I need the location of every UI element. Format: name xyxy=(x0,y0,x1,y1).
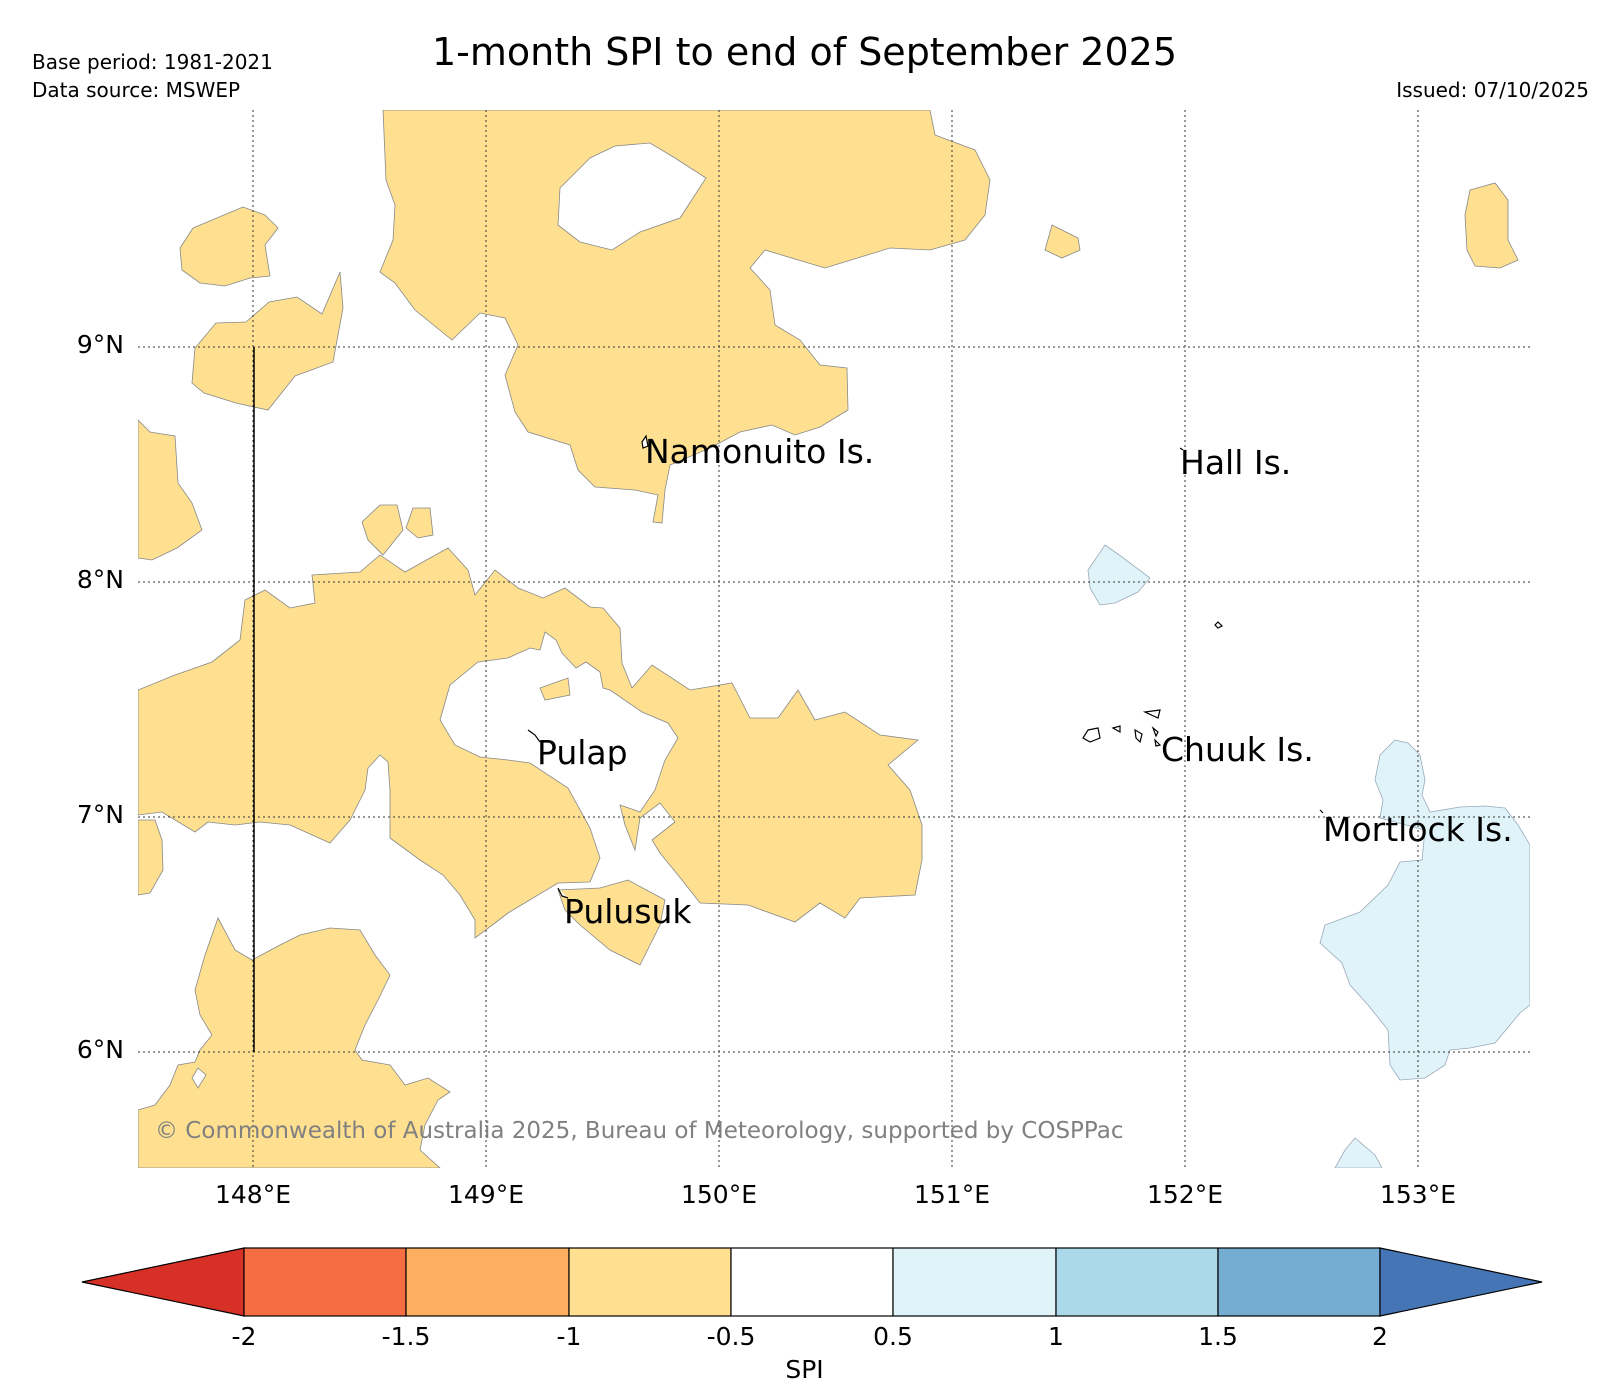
colorbar-label: SPI xyxy=(785,1355,824,1384)
place-label-chuuk: Chuuk Is. xyxy=(1161,730,1314,769)
place-label-pulap: Pulap xyxy=(537,733,628,772)
colorbar-extend-wet xyxy=(1379,1247,1543,1317)
dry-region-east-islet xyxy=(1044,224,1081,259)
dry-region-northeast xyxy=(1464,182,1519,269)
copyright-notice: © Commonwealth of Australia 2025, Bureau… xyxy=(155,1118,1124,1144)
data-source: Data source: MSWEP xyxy=(32,78,241,102)
wet-region-southeast-small xyxy=(1334,1137,1383,1168)
colorbar-tick: 2 xyxy=(1372,1322,1388,1351)
colorbar-segment xyxy=(730,1247,894,1317)
colorbar-tick: 1 xyxy=(1048,1322,1064,1351)
colorbar-segment xyxy=(1055,1247,1219,1317)
colorbar-tick: -1.5 xyxy=(381,1322,431,1351)
lon-tick: 150°E xyxy=(680,1180,757,1209)
place-label-namonuito: Namonuito Is. xyxy=(645,432,875,471)
dry-region-small-b xyxy=(405,507,434,539)
colorbar-tick: -2 xyxy=(231,1322,257,1351)
dry-region-south xyxy=(138,917,451,1168)
lat-tick: 9°N xyxy=(76,330,124,359)
base-period: Base period: 1981-2021 xyxy=(32,50,273,74)
colorbar-extend-dry xyxy=(81,1247,245,1317)
colorbar-segment xyxy=(892,1247,1057,1317)
lon-tick: 148°E xyxy=(214,1180,291,1209)
place-label-mortlock: Mortlock Is. xyxy=(1323,810,1513,849)
lat-tick: 8°N xyxy=(76,565,124,594)
colorbar-tick: -0.5 xyxy=(706,1322,756,1351)
graticule xyxy=(138,110,1530,1168)
map-title: 1-month SPI to end of September 2025 xyxy=(431,30,1178,74)
dry-region-northwest-b xyxy=(191,271,344,411)
colorbar-segment xyxy=(568,1247,732,1317)
lat-tick: 6°N xyxy=(76,1035,124,1064)
dry-region-pulap-islet xyxy=(539,677,571,701)
place-label-hall: Hall Is. xyxy=(1180,443,1292,482)
island-outlines xyxy=(527,434,1324,899)
dry-region-small-a xyxy=(361,504,404,556)
wet-region-chuuk-north xyxy=(1087,544,1151,606)
dry-region-central xyxy=(138,547,923,939)
colorbar-segment xyxy=(405,1247,570,1317)
dry-region-west-edge xyxy=(138,419,203,561)
lon-tick: 152°E xyxy=(1146,1180,1223,1209)
colorbar-segment xyxy=(243,1247,407,1317)
colorbar-segment xyxy=(1217,1247,1381,1317)
wet-region-mortlock xyxy=(1319,739,1530,1081)
colorbar-tick: 1.5 xyxy=(1198,1322,1238,1351)
issued-date: Issued: 07/10/2025 xyxy=(1396,78,1589,102)
place-label-pulusuk: Pulusuk xyxy=(564,892,692,931)
dry-region-southwest-strip xyxy=(138,819,164,896)
colorbar-tick: 0.5 xyxy=(873,1322,913,1351)
lon-tick: 149°E xyxy=(447,1180,524,1209)
lat-tick: 7°N xyxy=(76,800,124,829)
spi-fill-layer xyxy=(138,110,1530,1168)
dry-region-north xyxy=(379,110,991,524)
lon-tick: 151°E xyxy=(913,1180,990,1209)
lon-tick: 153°E xyxy=(1379,1180,1456,1209)
dry-region-pulusuk xyxy=(557,879,666,966)
colorbar-tick: -1 xyxy=(556,1322,582,1351)
